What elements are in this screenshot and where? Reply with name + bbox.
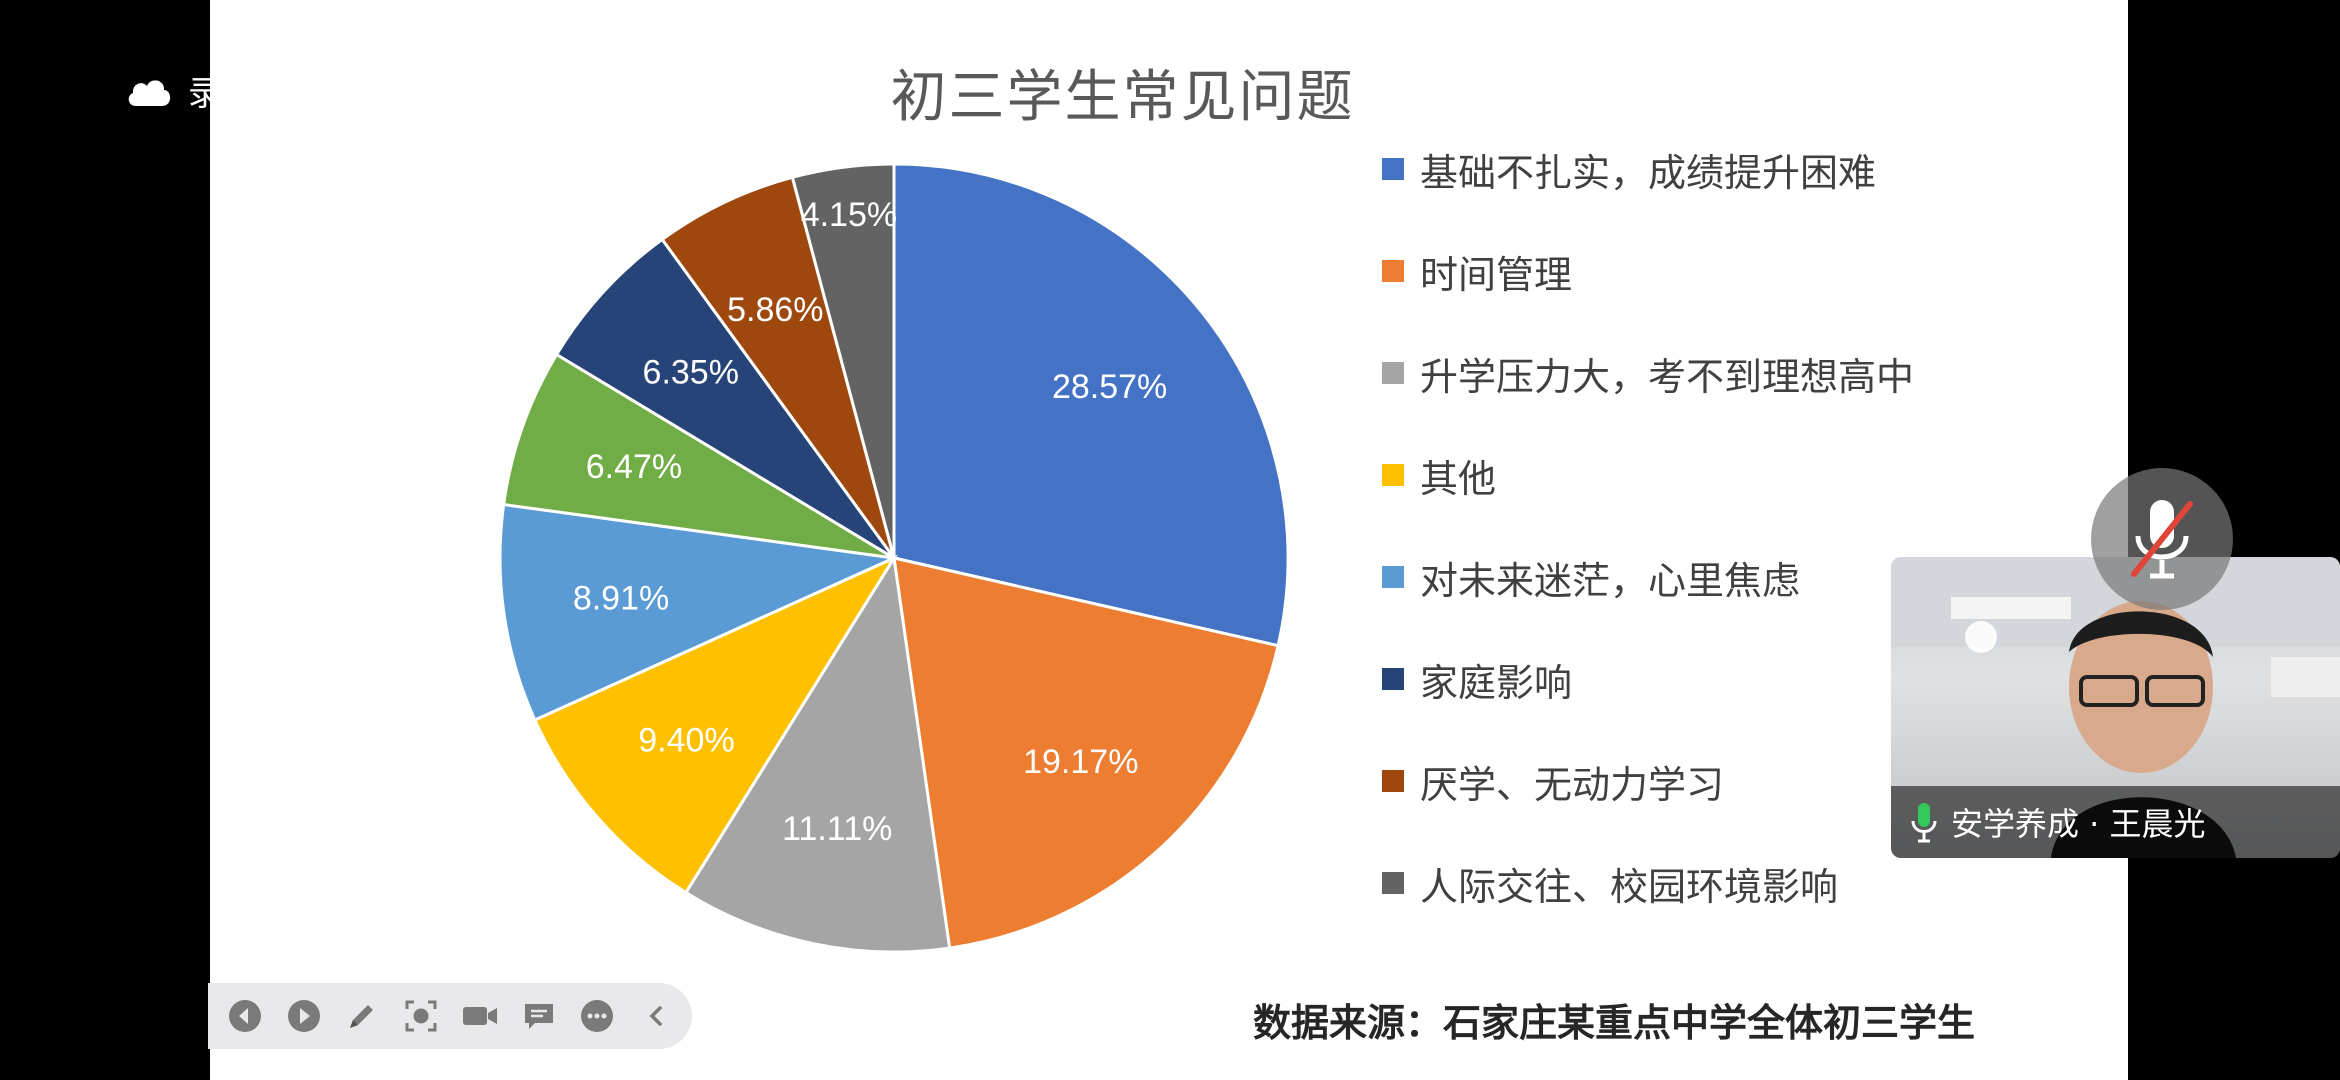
legend-item-4: 对未来迷茫，心里焦虑 xyxy=(1382,526,1914,628)
pie-data-label-6: 6.35% xyxy=(643,354,739,392)
legend-label: 其他 xyxy=(1420,456,1497,501)
next-slide-button[interactable] xyxy=(281,993,327,1039)
arrow-right-circle-icon xyxy=(287,1000,320,1032)
pie-slice-2 xyxy=(683,553,952,954)
legend-swatch xyxy=(1382,260,1404,282)
pen-button[interactable] xyxy=(340,993,386,1039)
legend-item-2: 升学压力大，考不到理想高中 xyxy=(1382,322,1914,424)
recording-indicator: 录制中 xyxy=(124,66,290,115)
chevron-left-icon xyxy=(649,1006,662,1026)
microphone-active-icon xyxy=(1911,803,1937,843)
presentation-slide: 初三学生常见问题 28.57% 19.17% 11.11% 9.40% 8.91% 6.4… xyxy=(208,0,2128,1080)
presentation-toolbar xyxy=(208,983,692,1049)
legend-label: 对未来迷茫，心里焦虑 xyxy=(1420,558,1801,603)
legend-item-3: 其他 xyxy=(1382,424,1914,526)
recording-label: 录制中 xyxy=(188,74,290,114)
prev-slide-button[interactable] xyxy=(222,993,268,1039)
cloud-icon xyxy=(128,79,171,106)
pie-slice-0 xyxy=(892,162,1290,648)
speaker-name-bar: 安学养成 · 王晨光 xyxy=(1891,786,2340,858)
pie-data-label-5: 6.47% xyxy=(586,448,682,486)
legend-label: 升学压力大，考不到理想高中 xyxy=(1420,354,1915,399)
pie-slice-6 xyxy=(554,237,896,560)
pie-data-label-2: 11.11% xyxy=(782,810,892,848)
legend-item-5: 家庭影响 xyxy=(1382,628,1914,730)
legend-swatch xyxy=(1382,668,1404,690)
legend-item-6: 厌学、无动力学习 xyxy=(1382,730,1914,832)
video-camera-icon xyxy=(462,1007,497,1025)
legend-label: 家庭影响 xyxy=(1420,660,1573,705)
arrow-left-circle-icon xyxy=(228,1000,261,1032)
more-dots-icon xyxy=(581,1000,614,1032)
pie-data-label-3: 9.40% xyxy=(638,722,734,760)
legend-item-7: 人际交往、校园环境影响 xyxy=(1382,832,1914,934)
legend-label: 基础不扎实，成绩提升困难 xyxy=(1420,150,1877,195)
screenshot-icon xyxy=(405,1000,437,1032)
pie-slice-3 xyxy=(532,554,898,895)
pie-slice-8 xyxy=(790,162,896,559)
speaker-name: 安学养成 · 王晨光 xyxy=(1951,805,2206,843)
legend-label: 时间管理 xyxy=(1420,252,1573,297)
legend-item-1: 时间管理 xyxy=(1382,220,1914,322)
pie-data-label-7: 5.86% xyxy=(727,291,823,329)
legend-label: 厌学、无动力学习 xyxy=(1420,762,1725,807)
legend-swatch xyxy=(1382,158,1404,180)
collapse-button[interactable] xyxy=(633,993,679,1039)
pie-chart: 28.57% 19.17% 11.11% 9.40% 8.91% 6.47% 6.35% 5.… xyxy=(498,162,1290,954)
legend-swatch xyxy=(1382,566,1404,588)
pie-data-label-8: 4.15% xyxy=(801,196,897,234)
pie-data-label-1: 19.17% xyxy=(1023,743,1138,781)
legend-swatch xyxy=(1382,770,1404,792)
pie-data-label-4: 8.91% xyxy=(573,580,669,618)
camera-button[interactable] xyxy=(457,993,503,1039)
pie-slice-5 xyxy=(501,352,895,560)
legend-swatch xyxy=(1382,464,1404,486)
pie-slice-7 xyxy=(660,175,896,559)
pie-data-label-0: 28.57% xyxy=(1052,368,1167,406)
legend-item-0: 基础不扎实，成绩提升困难 xyxy=(1382,118,1914,220)
screenshot-button[interactable] xyxy=(398,993,444,1039)
pie-slice-1 xyxy=(892,556,1280,950)
chart-legend: 基础不扎实，成绩提升困难 时间管理升学压力大，考不到理想高中 其他对未来迷茫，心里焦… xyxy=(1382,118,1914,934)
slide-title: 初三学生常见问题 xyxy=(890,65,1355,130)
legend-swatch xyxy=(1382,362,1404,384)
legend-swatch xyxy=(1382,872,1404,894)
microphone-muted-icon xyxy=(2131,500,2193,579)
data-source-note: 数据来源：石家庄某重点中学全体初三学生 xyxy=(1253,1001,1976,1045)
pie-slice-4 xyxy=(498,502,900,722)
chat-bubble-icon xyxy=(524,1004,553,1029)
mute-toggle-button[interactable] xyxy=(2091,468,2233,610)
chat-button[interactable] xyxy=(516,993,562,1039)
legend-label: 人际交往、校园环境影响 xyxy=(1420,864,1839,909)
pencil-icon xyxy=(350,1005,374,1028)
more-button[interactable] xyxy=(575,993,621,1039)
speaker-video-tile[interactable]: 安学养成 · 王晨光 xyxy=(1891,557,2340,858)
